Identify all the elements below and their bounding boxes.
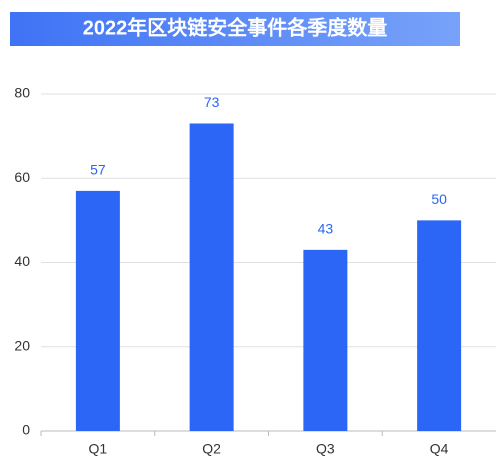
bar xyxy=(303,249,348,431)
chart-title: 2022年区块链安全事件各季度数量 xyxy=(83,15,388,39)
bar xyxy=(417,220,462,431)
data-label: 73 xyxy=(204,94,220,110)
data-label: 50 xyxy=(431,191,447,207)
y-tick-label: 80 xyxy=(14,85,30,101)
data-label: 43 xyxy=(318,221,334,237)
y-tick-label: 40 xyxy=(14,253,30,269)
bar xyxy=(75,190,120,431)
x-tick-label: Q2 xyxy=(202,441,221,457)
y-tick-label: 60 xyxy=(14,169,30,185)
y-tick-label: 0 xyxy=(22,422,30,438)
x-tick-label: Q4 xyxy=(430,441,449,457)
bar xyxy=(189,123,234,432)
data-label: 57 xyxy=(90,162,106,178)
x-tick-label: Q1 xyxy=(89,441,108,457)
x-tick-label: Q3 xyxy=(316,441,335,457)
y-tick-label: 20 xyxy=(14,337,30,353)
title-banner xyxy=(10,12,460,46)
